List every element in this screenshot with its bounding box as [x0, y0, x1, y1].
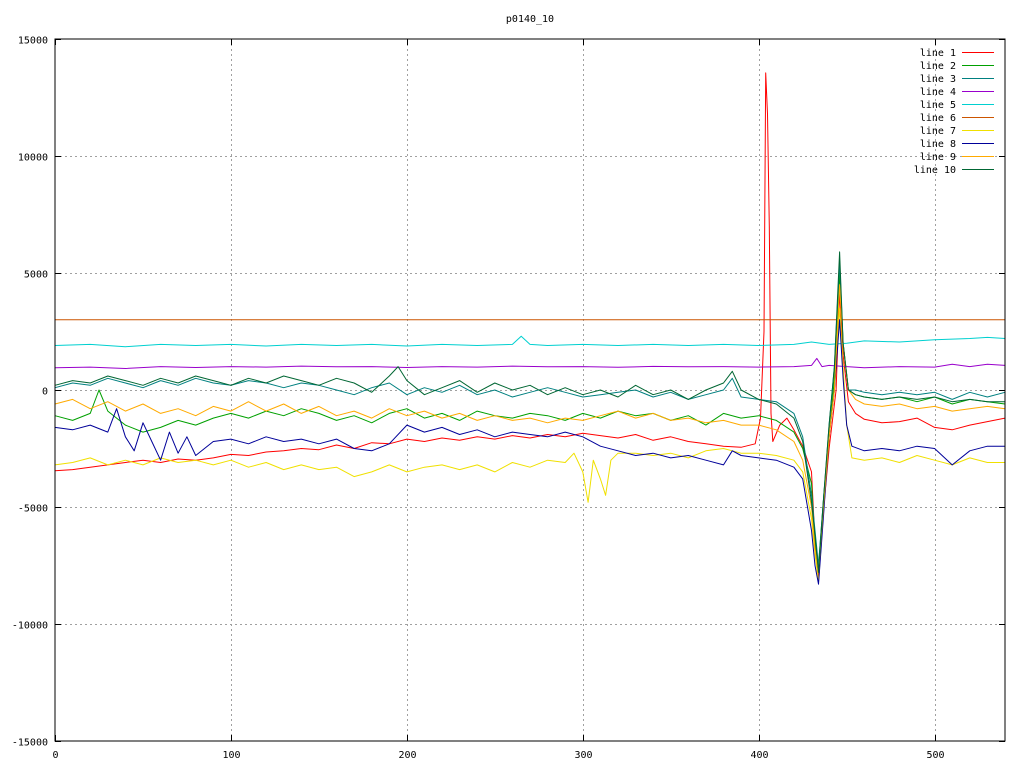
series-line-4 — [54, 357, 1006, 369]
legend-label: line 10 — [914, 165, 956, 176]
x-tick-label: 300 — [574, 750, 592, 761]
y-tick-label: 0 — [42, 387, 48, 398]
legend-label: line 9 — [920, 152, 956, 163]
y-tick-label: 10000 — [18, 153, 48, 164]
legend-label: line 1 — [920, 48, 956, 59]
legend: line 1 line 2 line 3 line 4 line 5 line 6 line… — [914, 48, 994, 176]
y-tick-label: 5000 — [24, 270, 48, 281]
series-line-5 — [54, 335, 1006, 348]
legend-label: line 7 — [920, 126, 956, 137]
x-axis-ticks: 0 100 200 300 400 500 — [52, 39, 945, 761]
legend-label: line 2 — [920, 61, 956, 72]
legend-label: line 4 — [920, 87, 956, 98]
legend-label: line 8 — [920, 139, 956, 150]
y-tick-label: -10000 — [12, 621, 48, 632]
x-tick-label: 400 — [750, 750, 768, 761]
legend-label: line 5 — [920, 100, 956, 111]
series-line-7 — [54, 307, 1005, 583]
series-line-1 — [54, 72, 1006, 578]
y-axis-ticks: -15000 -10000 -5000 0 5000 10000 15000 — [12, 36, 1005, 749]
y-tick-label: -5000 — [18, 504, 48, 515]
x-tick-label: 200 — [398, 750, 416, 761]
series-line-2 — [54, 272, 1006, 566]
y-tick-label: -15000 — [12, 738, 48, 749]
x-tick-label: 0 — [52, 750, 58, 761]
series-lines — [54, 72, 1006, 585]
legend-label: line 3 — [920, 74, 956, 85]
grid — [55, 39, 1005, 741]
chart-title: p0140_10 — [506, 14, 554, 25]
plot-frame — [54, 38, 1006, 742]
x-tick-label: 500 — [926, 750, 944, 761]
y-tick-label: 15000 — [18, 36, 48, 47]
x-tick-label: 100 — [222, 750, 240, 761]
series-line-9 — [54, 284, 1006, 573]
series-line-10 — [54, 251, 1005, 573]
legend-label: line 6 — [920, 113, 956, 124]
series-line-8 — [54, 319, 1005, 585]
